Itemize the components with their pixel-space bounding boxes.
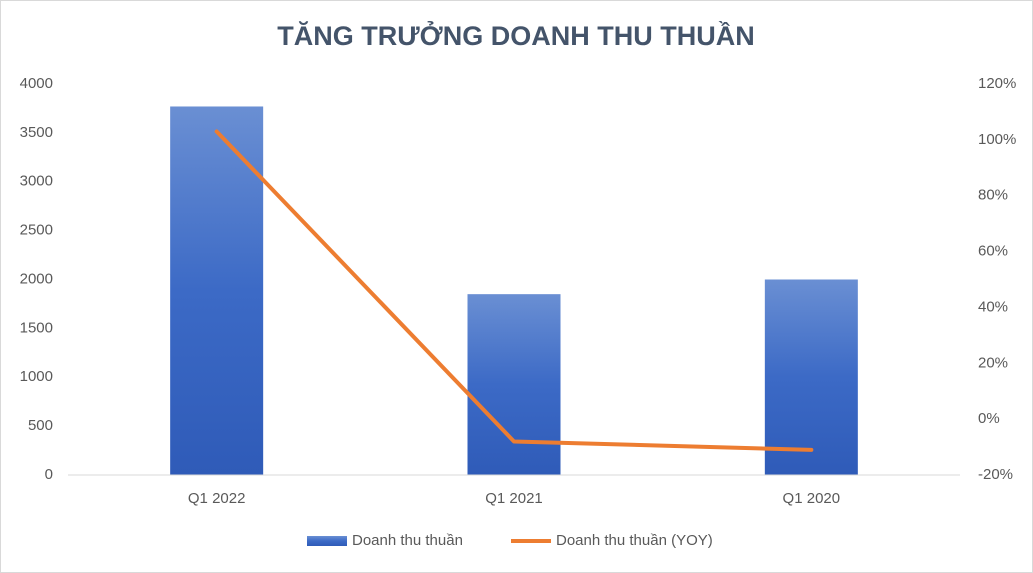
line xyxy=(214,129,814,452)
x-tick-label: Q1 2020 xyxy=(783,490,841,507)
bar xyxy=(170,106,264,476)
y-tick-label: 2000 xyxy=(20,270,53,287)
y2-tick-label: -20% xyxy=(978,466,1013,483)
y-tick-label: 3000 xyxy=(20,173,53,190)
y-tick-label: 4000 xyxy=(20,75,53,92)
y2-tick-label: 60% xyxy=(978,243,1008,260)
legend-label: Doanh thu thuần (YOY) xyxy=(556,532,713,549)
y2-tick-label: 40% xyxy=(978,298,1008,315)
y2-tick-label: 100% xyxy=(978,131,1016,148)
y-tick-label: 1000 xyxy=(20,368,53,385)
bar xyxy=(764,279,858,475)
y2-tick-label: 20% xyxy=(978,354,1008,371)
y2-tick-label: 120% xyxy=(978,75,1016,92)
bar xyxy=(467,294,561,475)
y2-tick-label: 80% xyxy=(978,187,1008,204)
chart-title: TĂNG TRƯỞNG DOANH THU THUẦN xyxy=(277,19,754,51)
y-tick-label: 0 xyxy=(45,466,53,483)
legend-label: Doanh thu thuần xyxy=(352,532,463,549)
y-tick-label: 3500 xyxy=(20,124,53,141)
y-tick-label: 500 xyxy=(28,417,53,434)
y-tick-label: 1500 xyxy=(20,319,53,336)
x-tick-label: Q1 2022 xyxy=(188,490,246,507)
y2-tick-label: 0% xyxy=(978,410,1000,427)
legend-swatch xyxy=(307,536,347,546)
x-tick-label: Q1 2021 xyxy=(485,490,543,507)
y-tick-label: 2500 xyxy=(20,222,53,239)
